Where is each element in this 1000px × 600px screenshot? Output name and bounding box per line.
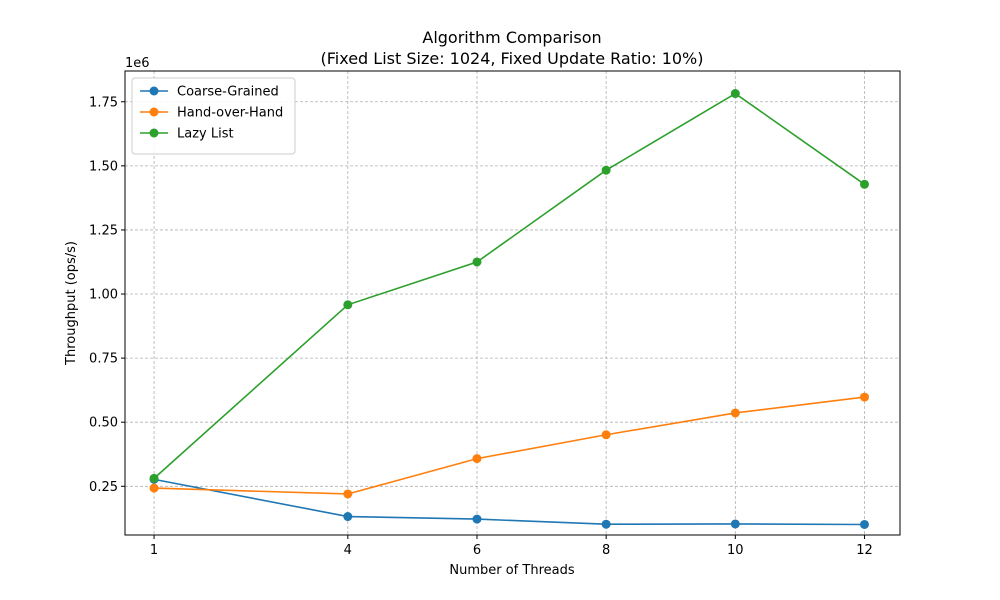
series-line-hand-over-hand xyxy=(154,396,865,495)
legend-marker xyxy=(149,128,159,138)
y-offset-label: 1e6 xyxy=(125,56,150,71)
y-axis-label: Throughput (ops/s) xyxy=(64,241,79,366)
y-tick-label: 0.75 xyxy=(89,352,118,367)
axis-ticks: 1 4 6 8 10 12 0.25 0.50 0.75 1.00 1.25 1.50 1.75 xyxy=(89,95,873,558)
x-tick-label: 8 xyxy=(602,543,610,558)
data-point-coarse-grained xyxy=(601,519,611,529)
legend: Coarse-Grained Hand-over-Hand Lazy List xyxy=(131,77,296,155)
data-point-coarse-grained xyxy=(343,512,353,522)
y-tick-label: 0.25 xyxy=(89,480,118,495)
legend-box xyxy=(131,77,296,155)
series-line-coarse-grained xyxy=(153,478,865,526)
x-tick-label: 1 xyxy=(150,543,158,558)
legend-label: Hand-over-Hand xyxy=(177,106,283,121)
data-point-lazy-list xyxy=(472,257,482,267)
series-layer xyxy=(149,89,869,529)
legend-label: Lazy List xyxy=(177,127,234,142)
chart-subtitle: (Fixed List Size: 1024, Fixed Update Rat… xyxy=(321,49,704,68)
y-tick-label: 1.50 xyxy=(89,159,118,174)
data-point-coarse-grained xyxy=(859,519,869,529)
data-point-coarse-grained xyxy=(730,519,740,529)
x-tick-label: 6 xyxy=(473,543,481,558)
y-tick-label: 1.00 xyxy=(89,288,118,303)
data-point-lazy-list xyxy=(149,473,159,483)
legend-marker xyxy=(149,86,159,96)
data-point-hand-over-hand xyxy=(601,430,611,440)
series-line-lazy-list xyxy=(153,92,865,479)
data-point-coarse-grained xyxy=(472,514,482,524)
plot-frame xyxy=(124,70,901,536)
x-tick-label: 12 xyxy=(856,543,873,558)
x-axis-label: Number of Threads xyxy=(449,563,574,578)
chart-title: Algorithm Comparison xyxy=(422,28,601,47)
x-tick-label: 4 xyxy=(344,543,352,558)
data-point-hand-over-hand xyxy=(343,489,353,499)
data-point-hand-over-hand xyxy=(730,408,740,418)
data-point-hand-over-hand xyxy=(472,454,482,464)
y-tick-label: 1.75 xyxy=(89,95,118,110)
data-point-lazy-list xyxy=(601,165,611,175)
grid xyxy=(125,71,900,535)
y-tick-label: 1.25 xyxy=(89,223,118,238)
data-point-lazy-list xyxy=(859,179,869,189)
x-tick-label: 10 xyxy=(727,543,744,558)
data-point-lazy-list xyxy=(730,89,740,99)
data-point-hand-over-hand xyxy=(859,392,869,402)
y-tick-label: 0.50 xyxy=(89,416,118,431)
legend-marker xyxy=(149,107,159,117)
data-point-lazy-list xyxy=(343,300,353,310)
data-point-hand-over-hand xyxy=(149,483,159,493)
legend-label: Coarse-Grained xyxy=(177,85,279,100)
